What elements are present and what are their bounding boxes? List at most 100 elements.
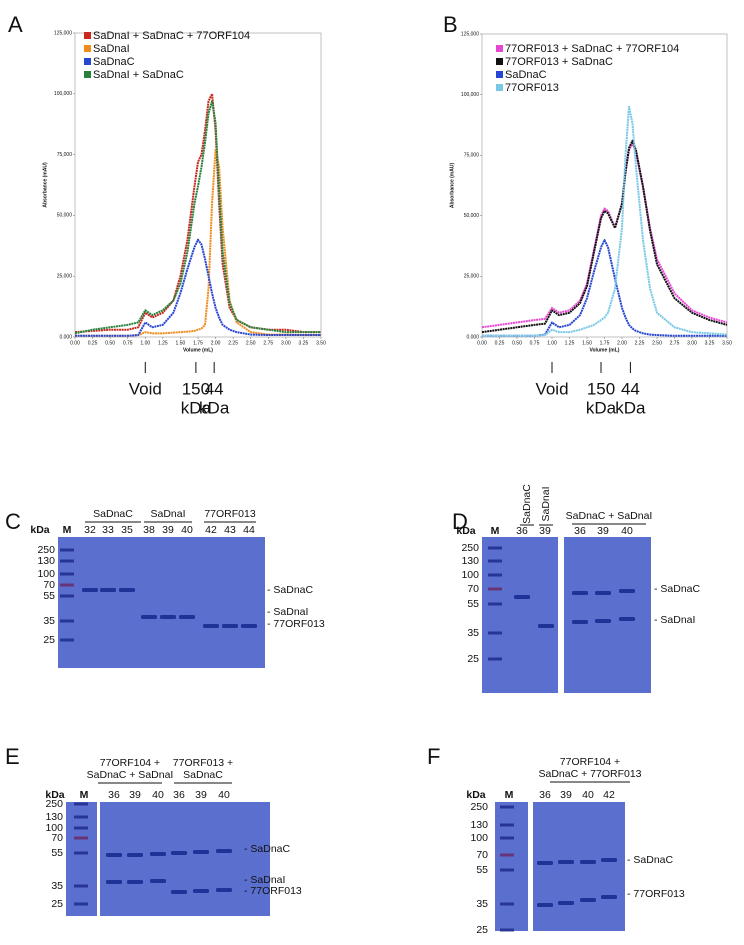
protein-band <box>127 853 143 857</box>
protein-band <box>619 589 635 593</box>
marker-band <box>60 638 74 642</box>
group-header: SaDnaI <box>150 508 185 520</box>
series-line <box>481 142 728 329</box>
marker-label: 250 <box>470 801 488 813</box>
protein-band <box>558 901 574 905</box>
protein-band <box>572 620 588 624</box>
band-label: - SaDnaI <box>267 606 308 618</box>
annotation-label: Void <box>129 379 162 398</box>
marker-label: 70 <box>476 849 488 861</box>
marker-label: 130 <box>37 555 55 567</box>
x-tick-label: 0.00 <box>477 340 487 346</box>
protein-band <box>216 849 232 853</box>
protein-band <box>580 860 596 864</box>
protein-band <box>160 615 176 619</box>
legend-label: SaDnaC <box>93 56 135 68</box>
x-tick-label: 3.00 <box>281 340 291 346</box>
lane-label: 39 <box>162 524 174 536</box>
marker-label: 250 <box>461 542 479 554</box>
legend-swatch <box>496 58 503 65</box>
marker-label: 70 <box>467 583 479 595</box>
series-line <box>481 139 728 334</box>
legend-label: SaDnaI + SaDnaC <box>93 69 184 81</box>
protein-band <box>595 619 611 623</box>
lane-label: 39 <box>597 525 609 537</box>
protein-band <box>601 895 617 899</box>
legend-label: 77ORF013 <box>505 82 559 94</box>
legend-swatch <box>496 71 503 78</box>
lane-label: 33 <box>102 524 114 536</box>
marker-label: 130 <box>461 555 479 567</box>
x-tick-label: 0.25 <box>88 340 98 346</box>
marker-label: 130 <box>470 819 488 831</box>
x-tick-label: 3.25 <box>299 340 309 346</box>
x-tick-label: 2.75 <box>670 340 680 346</box>
marker-band <box>60 619 74 623</box>
marker-label: 35 <box>43 615 55 627</box>
marker-label: 100 <box>37 568 55 580</box>
y-tick-label: 125,000 <box>461 31 479 37</box>
legend-swatch <box>84 58 91 65</box>
marker-label: 25 <box>467 653 479 665</box>
y-tick-label: 50,000 <box>57 213 73 219</box>
lane-label: 36 <box>108 789 120 801</box>
marker-label: 55 <box>43 590 55 602</box>
series-line <box>74 92 321 334</box>
x-tick-label: 3.50 <box>316 340 326 346</box>
x-tick-label: 2.00 <box>617 340 627 346</box>
marker-band <box>488 559 502 563</box>
lane-label: 36 <box>173 789 185 801</box>
marker-label: 130 <box>45 811 63 823</box>
lane-label: 35 <box>121 524 133 536</box>
panel-label: E <box>5 744 20 769</box>
series-line <box>482 105 728 337</box>
y-tick-label: 125,000 <box>54 30 72 36</box>
marker-label: 25 <box>51 898 63 910</box>
marker-label: 55 <box>51 847 63 859</box>
x-tick-label: 0.50 <box>105 340 115 346</box>
x-tick-label: 2.25 <box>228 340 238 346</box>
x-axis-label: Volume (mL) <box>590 347 620 353</box>
y-tick-label: 25,000 <box>57 274 73 280</box>
x-tick-label: 1.50 <box>582 340 592 346</box>
protein-band <box>141 615 157 619</box>
annotation-label: 44 <box>205 379 224 398</box>
protein-band <box>595 591 611 595</box>
protein-band <box>537 903 553 907</box>
group-header: 77ORF104 + <box>560 756 620 768</box>
lane-label: 36 <box>516 525 528 537</box>
protein-band <box>150 852 166 856</box>
legend-swatch <box>84 32 91 39</box>
gel-image <box>495 802 528 931</box>
gel-image <box>66 802 97 916</box>
lane-label: 39 <box>195 789 207 801</box>
series-line <box>74 100 321 335</box>
marker-band <box>60 548 74 552</box>
annotation-label: kDa <box>199 398 230 417</box>
protein-band <box>241 624 257 628</box>
marker-label: 100 <box>45 822 63 834</box>
marker-label: 25 <box>476 924 488 936</box>
protein-band <box>150 879 166 883</box>
group-header: 77ORF104 + <box>100 757 160 769</box>
group-header: SaDnaC + SaDnaI <box>566 510 653 522</box>
group-header: SaDnaI <box>540 486 552 521</box>
marker-label: 70 <box>43 579 55 591</box>
marker-label: 35 <box>467 627 479 639</box>
group-header: SaDnaC + SaDnaI <box>87 769 174 781</box>
protein-band <box>558 860 574 864</box>
annotation-label: 150 <box>182 379 210 398</box>
annotation-label: kDa <box>615 398 646 417</box>
y-tick-label: 0.000 <box>466 334 479 340</box>
lane-label: M <box>63 524 72 536</box>
x-tick-label: 3.25 <box>705 340 715 346</box>
unit-label: kDa <box>456 525 475 537</box>
marker-band <box>500 823 514 827</box>
band-label: - 77ORF013 <box>244 885 302 897</box>
gel-image <box>100 802 270 916</box>
y-axis-label: Absorbance (mAU) <box>42 162 48 208</box>
marker-label: 35 <box>51 880 63 892</box>
y-tick-label: 75,000 <box>464 153 480 159</box>
marker-band <box>500 928 514 932</box>
marker-label: 250 <box>45 798 63 810</box>
